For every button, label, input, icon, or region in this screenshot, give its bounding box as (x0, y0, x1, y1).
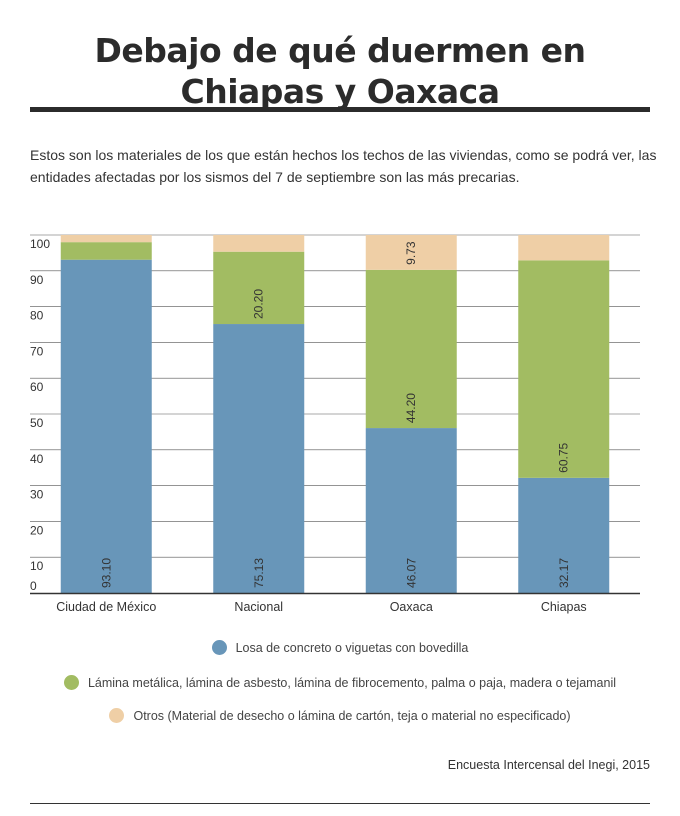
y-tick-label: 10 (30, 559, 44, 573)
y-tick-label: 70 (30, 344, 44, 358)
y-tick-label: 40 (30, 452, 44, 466)
legend-swatch-lamina (63, 675, 79, 690)
data-label: 60.75 (557, 442, 571, 472)
bar-segment (518, 235, 610, 261)
bar-segment (213, 324, 305, 593)
stacked-bar-chart: 0 10 20 30 40 50 60 70 80 90 100 93.10 75.13 20.20 46.… (30, 234, 640, 614)
data-label: 20.20 (252, 289, 266, 319)
data-label: 75.13 (252, 558, 266, 588)
bar-segment (365, 428, 457, 593)
chart-title: Debajo de qué duermen en Chiapas y Oaxac… (94, 31, 586, 111)
y-tick-label: 60 (30, 380, 44, 394)
y-tick-label: 100 (30, 237, 50, 251)
bar-segment (518, 477, 610, 593)
bar-segment (60, 242, 152, 260)
title-divider (30, 107, 650, 112)
bar-segment (365, 235, 457, 270)
data-label: 44.20 (404, 393, 418, 423)
legend-label-losa: Losa de concreto o viguetas con bovedill… (235, 641, 469, 655)
legend-item-otros: Otros (Material de desecho o lámina de c… (0, 708, 680, 723)
y-tick-label: 20 (30, 523, 44, 537)
data-label: 9.73 (404, 241, 418, 265)
x-tick-label: Oaxaca (390, 600, 433, 614)
data-label: 32.17 (557, 558, 571, 588)
legend-label-otros: Otros (Material de desecho o lámina de c… (133, 709, 571, 723)
y-tick-label: 90 (30, 273, 44, 287)
legend-item-losa: Losa de concreto o viguetas con bovedill… (0, 640, 680, 655)
y-tick-label: 50 (30, 416, 44, 430)
x-tick-label: Nacional (234, 600, 283, 614)
y-tick-label: 80 (30, 309, 44, 323)
y-tick-label: 30 (30, 488, 44, 502)
bar-segment (60, 235, 152, 243)
source-note: Encuesta Intercensal del Inegi, 2015 (447, 758, 650, 772)
x-tick-label: Chiapas (541, 600, 587, 614)
bar-segment (518, 260, 610, 478)
bar-segment (213, 235, 305, 252)
chart-subtitle: Estos son los materiales de los que está… (30, 147, 657, 185)
bar-segment (213, 251, 305, 325)
legend-swatch-otros (109, 708, 125, 723)
y-tick-label: 0 (30, 579, 37, 593)
x-tick-label: Ciudad de México (56, 600, 156, 614)
legend-item-lamina: Lámina metálica, lámina de asbesto, lámi… (0, 675, 680, 690)
legend-swatch-losa (211, 640, 227, 655)
bar-segment (60, 259, 152, 593)
data-label: 46.07 (404, 558, 418, 588)
data-label: 93.10 (99, 558, 113, 588)
legend-label-lamina: Lámina metálica, lámina de asbesto, lámi… (87, 676, 617, 690)
bar-segment (365, 269, 457, 429)
bottom-divider (30, 803, 650, 804)
